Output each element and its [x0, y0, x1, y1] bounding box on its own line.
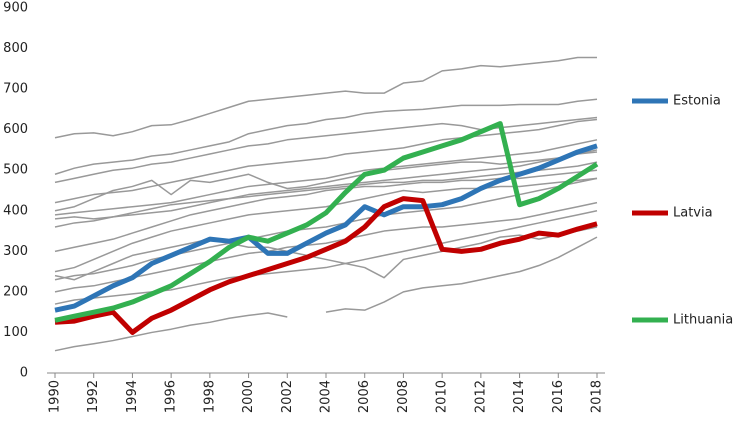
y-tick-label: 300	[3, 244, 28, 259]
x-tick-label: 1994	[125, 380, 140, 413]
legend-label: Estonia	[673, 94, 721, 109]
background-line	[54, 226, 598, 281]
background-line	[54, 98, 598, 175]
y-tick-label: 400	[3, 203, 28, 218]
background-line	[54, 236, 598, 352]
background-line	[54, 116, 598, 184]
x-tick-label: 1990	[48, 380, 63, 413]
y-tick-label: 900	[3, 1, 28, 16]
background-line	[54, 177, 598, 273]
x-tick-label: 1992	[86, 380, 101, 413]
background-line	[54, 161, 598, 228]
series-line	[54, 196, 598, 335]
x-tick-label: 2000	[241, 380, 256, 413]
x-tick-label: 2002	[280, 380, 295, 413]
background-line	[54, 118, 598, 204]
x-tick-label: 2016	[551, 380, 566, 413]
legend-label: Latvia	[673, 206, 713, 221]
background-line	[54, 151, 598, 212]
x-tick-label: 1996	[164, 380, 179, 413]
y-tick-label: 200	[3, 284, 28, 299]
series-line	[54, 143, 598, 313]
y-tick-label: 800	[3, 41, 28, 56]
x-tick-label: 2004	[319, 380, 334, 413]
y-tick-label: 0	[20, 366, 28, 381]
y-tick-label: 600	[3, 122, 28, 137]
background-line	[54, 210, 598, 305]
background-line	[54, 177, 598, 281]
y-tick-label: 100	[3, 325, 28, 340]
y-tick-label: 700	[3, 82, 28, 97]
background-line	[54, 149, 598, 220]
x-tick-label: 2018	[590, 380, 605, 413]
x-tick-label: 1998	[202, 380, 217, 413]
legend-label: Lithuania	[673, 313, 733, 328]
x-tick-label: 2006	[357, 380, 372, 413]
x-tick-label: 2014	[512, 380, 527, 413]
x-tick-label: 2008	[396, 380, 411, 413]
x-tick-label: 2010	[435, 380, 450, 413]
x-tick-label: 2012	[473, 380, 488, 413]
background-line	[54, 56, 597, 139]
background-line	[54, 201, 598, 293]
y-tick-label: 500	[3, 163, 28, 178]
series-line	[54, 121, 599, 323]
